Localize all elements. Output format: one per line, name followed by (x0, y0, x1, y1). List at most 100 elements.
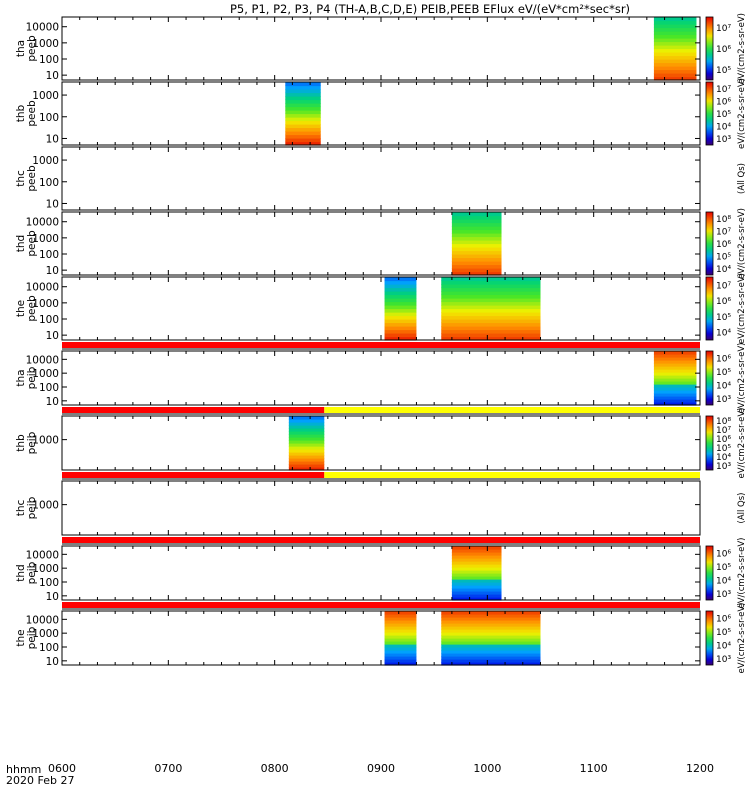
colorbar-tick-label: 10⁵ (716, 253, 731, 263)
colorbar-tick-label: 10⁵ (716, 110, 731, 120)
colorbar-label: eV/(cm2-s-sr-eV) (737, 343, 747, 414)
y-tick-label: 1000 (32, 90, 59, 102)
colorbar-label: eV/(cm2-s-sr-eV) (737, 538, 747, 609)
spectrogram-cell (441, 638, 541, 642)
x-tick-label: 1100 (580, 762, 608, 775)
spectrogram-cell (441, 659, 541, 663)
colorbar-tick-label: 10⁶ (716, 45, 731, 55)
y-axis-label: tha (15, 369, 27, 386)
spectrogram-cell (285, 131, 321, 136)
spectrogram-cell (653, 52, 697, 57)
spectrogram-cell (653, 59, 697, 64)
y-axis-label: thc (15, 500, 27, 517)
spectrogram-cell (653, 402, 697, 406)
spectrogram-cell (441, 611, 541, 615)
spectrogram-cell (441, 653, 541, 657)
spectrogram-cell (288, 416, 325, 420)
spectrogram-cell (653, 372, 697, 376)
spectrogram-cell (441, 280, 541, 285)
spectrogram-cell (441, 617, 541, 621)
colorbar-label: eV/(cm2-s-sr-eV) (737, 78, 747, 149)
spectrogram-cell (384, 277, 417, 282)
spectrogram-cell (441, 287, 541, 292)
spectrogram-cell (384, 301, 417, 306)
spectrogram-cell (441, 650, 541, 654)
colorbar-tick-label: 10⁴ (716, 329, 731, 339)
colorbar-tick-label: 10⁴ (716, 576, 731, 586)
spectrogram-cell (441, 277, 541, 282)
colorbar-tick-label: 10³ (716, 590, 731, 600)
y-axis-label: peeb (26, 35, 38, 62)
y-tick-label: 1000 (32, 298, 59, 310)
flag-bar-red (62, 342, 700, 348)
spectrogram-cell (451, 597, 502, 601)
y-tick-label: 10000 (26, 282, 59, 294)
spectrogram-cell (653, 73, 697, 78)
spectrogram-cell (653, 76, 697, 81)
y-axis-label: peeb (26, 165, 38, 192)
colorbar-tick-label: 10⁷ (716, 426, 731, 436)
panel-frame (61, 545, 701, 601)
spectrogram-cell (384, 656, 417, 660)
colorbar (705, 276, 714, 341)
spectrogram-cell (451, 240, 502, 245)
spectrogram-cell (441, 301, 541, 306)
y-axis-label: thd (15, 235, 27, 252)
spectrogram-cell (384, 638, 417, 642)
y-tick-label: 100 (39, 382, 59, 394)
spectrogram-cell (285, 113, 321, 118)
spectrogram-cell (451, 549, 502, 553)
date-label: 2020 Feb 27 (6, 774, 74, 787)
panel-frame (61, 16, 701, 81)
spectrogram-cell (441, 322, 541, 327)
colorbar-tick-label: 10³ (716, 655, 731, 665)
spectrogram-cell (451, 561, 502, 565)
y-axis-label: the (15, 629, 27, 646)
spectrogram-cell (451, 264, 502, 269)
y-axis-label: thb (15, 104, 27, 122)
spectrogram-cell (451, 226, 502, 231)
colorbar-tick-label: 10⁶ (716, 240, 731, 250)
spectrogram-cell (451, 567, 502, 571)
colorbar-tick-label: 10⁴ (716, 381, 731, 391)
y-axis-label: peeb (26, 100, 38, 127)
y-tick-label: 1000 (32, 628, 59, 640)
spectrogram-cell (653, 55, 697, 60)
spectrogram-cell (288, 425, 325, 429)
spectrogram-cell (384, 653, 417, 657)
spectrogram-cell (451, 591, 502, 595)
spectrogram-cell (451, 233, 502, 238)
panel-frame (61, 610, 701, 666)
x-tick-label: 1200 (686, 762, 714, 775)
spectrogram-cell (384, 333, 417, 338)
colorbar-label: eV/(cm2-s-sr-eV) (737, 208, 747, 279)
y-tick-label: 10 (46, 265, 59, 277)
colorbar-tick-label: 10⁴ (716, 453, 731, 463)
spectrogram-cell (288, 443, 325, 447)
y-tick-label: 1000 (32, 155, 59, 167)
colorbar-tick-label: 10⁵ (716, 66, 731, 76)
spectrogram-cell (384, 284, 417, 289)
spectrogram-cell (441, 329, 541, 334)
spectrogram-cell (285, 106, 321, 111)
colorbar-tick-label: 10⁵ (716, 313, 731, 323)
spectrogram-cell (384, 635, 417, 639)
y-tick-label: 10000 (26, 614, 59, 626)
spectrogram-cell (451, 558, 502, 562)
spectrogram-cell (653, 45, 697, 50)
spectrogram-cell (441, 312, 541, 317)
y-tick-label: 1000 (32, 233, 59, 245)
spectrogram-cell (384, 322, 417, 327)
y-tick-label: 10000 (26, 217, 59, 229)
flag-bar-red (62, 537, 700, 543)
colorbar-tick-label: 10⁷ (716, 85, 731, 95)
colorbar-label: eV/(cm2-s-sr-eV) (737, 273, 747, 344)
spectrogram-cell (384, 641, 417, 645)
spectrogram-cell (384, 336, 417, 341)
y-tick-label: 10 (46, 330, 59, 342)
spectrogram-cell (441, 336, 541, 341)
spectrogram-cell (653, 351, 697, 355)
spectrogram-cell (288, 440, 325, 444)
spectrogram-cell (384, 662, 417, 666)
spectrogram-cell (285, 124, 321, 129)
